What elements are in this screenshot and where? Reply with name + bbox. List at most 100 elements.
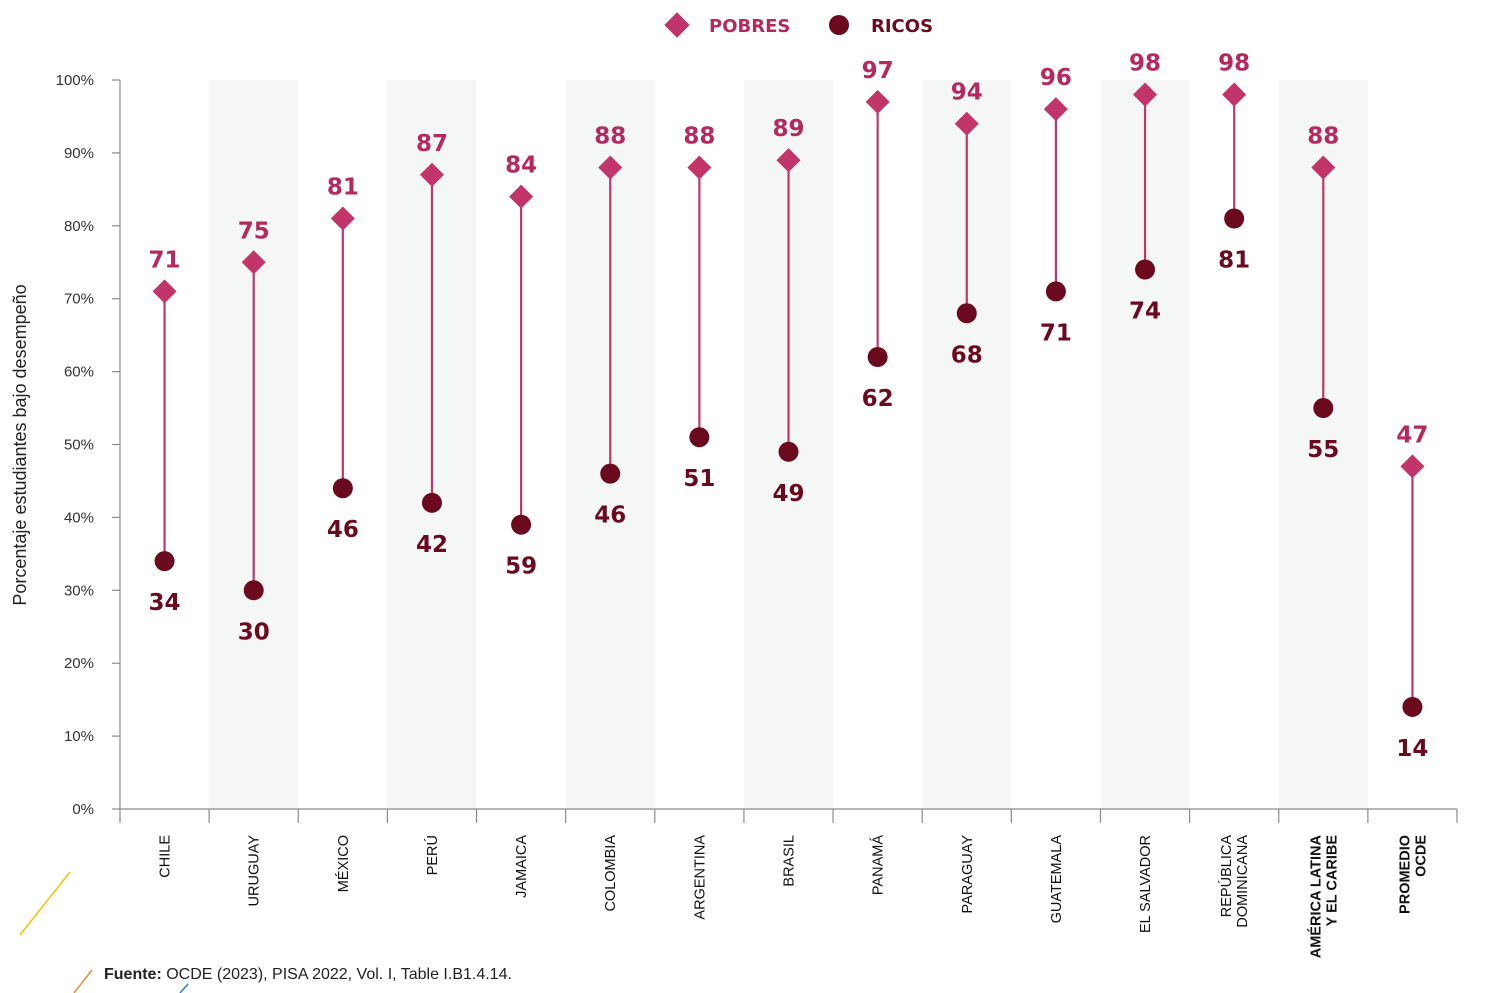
category-label: ARGENTINA bbox=[692, 835, 708, 920]
data-marks bbox=[152, 82, 1425, 717]
y-tick-label: 50% bbox=[64, 437, 94, 454]
source-note: Fuente: OCDE (2023), PISA 2022, Vol. I, … bbox=[104, 966, 512, 984]
category-label: PROMEDIO bbox=[1397, 835, 1413, 914]
ricos-point bbox=[1135, 259, 1156, 280]
category-label: OCDE bbox=[1413, 835, 1429, 877]
legend: POBRES RICOS bbox=[664, 12, 933, 38]
category-label: REPÚBLICA bbox=[1218, 835, 1235, 918]
ricos-value-label: 49 bbox=[772, 481, 804, 507]
decor-blue-line bbox=[179, 983, 189, 993]
pobres-value-label: 71 bbox=[149, 247, 181, 273]
pobres-point bbox=[1222, 82, 1247, 107]
ricos-point bbox=[1224, 208, 1245, 229]
ricos-value-label: 68 bbox=[951, 342, 983, 368]
y-tick-label: 60% bbox=[64, 364, 94, 381]
category-label: BRASIL bbox=[782, 835, 798, 887]
category-label: PERÚ bbox=[424, 835, 441, 875]
category-labels: CHILE URUGUAY MÉXICO PERÚ JAMAICA COLOMBIA ARG… bbox=[158, 834, 1430, 958]
pobres-point bbox=[1311, 155, 1336, 180]
ricos-value-label: 62 bbox=[862, 386, 894, 412]
ricos-point bbox=[1045, 281, 1066, 302]
axes: 0% 10% 20% 30% 40% 50% 60% 70% 80% 90% 100% bbox=[56, 72, 1458, 823]
category-label: PARAGUAY bbox=[960, 835, 976, 914]
pobres-point bbox=[1133, 82, 1158, 107]
category-label: JAMAICA bbox=[514, 835, 530, 898]
ricos-value-label: 59 bbox=[505, 554, 537, 580]
decor-orange-line bbox=[73, 969, 93, 993]
ricos-point bbox=[421, 492, 442, 513]
value-labels: 71 34 75 30 81 46 87 42 84 59 88 46 88 51 89 49 97 62 94 68… bbox=[149, 51, 1429, 762]
ricos-point bbox=[511, 514, 532, 535]
ricos-point bbox=[600, 463, 621, 484]
y-tick-label: 20% bbox=[64, 655, 94, 672]
ricos-point bbox=[243, 580, 264, 601]
y-tick-label: 40% bbox=[64, 509, 94, 526]
category-label: AMÉRICA LATINA bbox=[1307, 834, 1324, 958]
ricos-value-label: 46 bbox=[594, 503, 626, 529]
pobres-value-label: 98 bbox=[1129, 51, 1161, 77]
ricos-point bbox=[1402, 696, 1423, 717]
category-label: PANAMÁ bbox=[870, 835, 887, 895]
pobres-value-label: 47 bbox=[1396, 422, 1428, 448]
pobres-value-label: 88 bbox=[1307, 123, 1339, 149]
ricos-point bbox=[956, 303, 977, 324]
legend-pobres-label: POBRES bbox=[709, 16, 790, 37]
y-tick-label: 30% bbox=[64, 582, 94, 599]
decor-yellow-line bbox=[19, 871, 71, 936]
y-axis-label: Porcentaje estudiantes bajo desempeño bbox=[10, 284, 30, 605]
y-tick-label: 10% bbox=[64, 728, 94, 745]
ricos-value-label: 74 bbox=[1129, 299, 1161, 325]
pobres-value-label: 97 bbox=[862, 58, 894, 84]
pobres-value-label: 98 bbox=[1218, 51, 1250, 77]
pobres-value-label: 81 bbox=[327, 175, 359, 201]
ricos-value-label: 14 bbox=[1396, 736, 1428, 762]
category-label: GUATEMALA bbox=[1049, 835, 1065, 924]
ricos-value-label: 42 bbox=[416, 532, 448, 558]
pobres-value-label: 88 bbox=[683, 123, 715, 149]
pobres-point bbox=[509, 184, 534, 209]
category-label: CHILE bbox=[158, 835, 174, 878]
y-tick-label: 80% bbox=[64, 218, 94, 235]
y-tick-label: 90% bbox=[64, 145, 94, 162]
pobres-point bbox=[687, 155, 712, 180]
ricos-point bbox=[154, 551, 175, 572]
pobres-point bbox=[1043, 97, 1068, 122]
ricos-point bbox=[689, 427, 710, 448]
y-tick-label: 0% bbox=[72, 801, 94, 818]
ricos-value-label: 46 bbox=[327, 517, 359, 543]
ricos-value-label: 81 bbox=[1218, 248, 1250, 274]
legend-ricos-marker bbox=[829, 15, 849, 35]
source-label: Fuente: bbox=[104, 966, 162, 983]
pobres-point bbox=[419, 162, 444, 187]
category-label: DOMINICANA bbox=[1235, 835, 1251, 928]
category-label: COLOMBIA bbox=[603, 835, 619, 912]
legend-pobres-marker bbox=[664, 12, 690, 38]
pobres-value-label: 75 bbox=[238, 218, 270, 244]
pobres-point bbox=[330, 206, 355, 231]
legend-ricos-label: RICOS bbox=[871, 16, 933, 37]
pobres-point bbox=[152, 279, 177, 304]
pobres-point bbox=[865, 89, 890, 114]
ricos-value-label: 51 bbox=[683, 466, 715, 492]
ricos-point bbox=[1313, 398, 1334, 419]
y-tick-label: 100% bbox=[56, 72, 94, 89]
ricos-value-label: 34 bbox=[149, 590, 181, 616]
pobres-value-label: 94 bbox=[951, 80, 983, 106]
category-label: MÉXICO bbox=[335, 835, 352, 892]
pobres-value-label: 96 bbox=[1040, 65, 1072, 91]
ricos-value-label: 55 bbox=[1307, 437, 1339, 463]
pobres-value-label: 88 bbox=[594, 123, 626, 149]
ricos-value-label: 30 bbox=[238, 619, 270, 645]
ricos-point bbox=[778, 441, 799, 462]
pobres-value-label: 84 bbox=[505, 153, 537, 179]
pobres-point bbox=[1400, 454, 1425, 479]
category-label: Y EL CARIBE bbox=[1324, 835, 1340, 927]
source-text: OCDE (2023), PISA 2022, Vol. I, Table I.… bbox=[166, 966, 512, 983]
category-label: EL SALVADOR bbox=[1138, 835, 1154, 933]
ricos-point bbox=[867, 347, 888, 368]
pobres-value-label: 89 bbox=[772, 116, 804, 142]
category-label: URUGUAY bbox=[247, 835, 263, 907]
ricos-point bbox=[332, 478, 353, 499]
pobres-value-label: 87 bbox=[416, 131, 448, 157]
